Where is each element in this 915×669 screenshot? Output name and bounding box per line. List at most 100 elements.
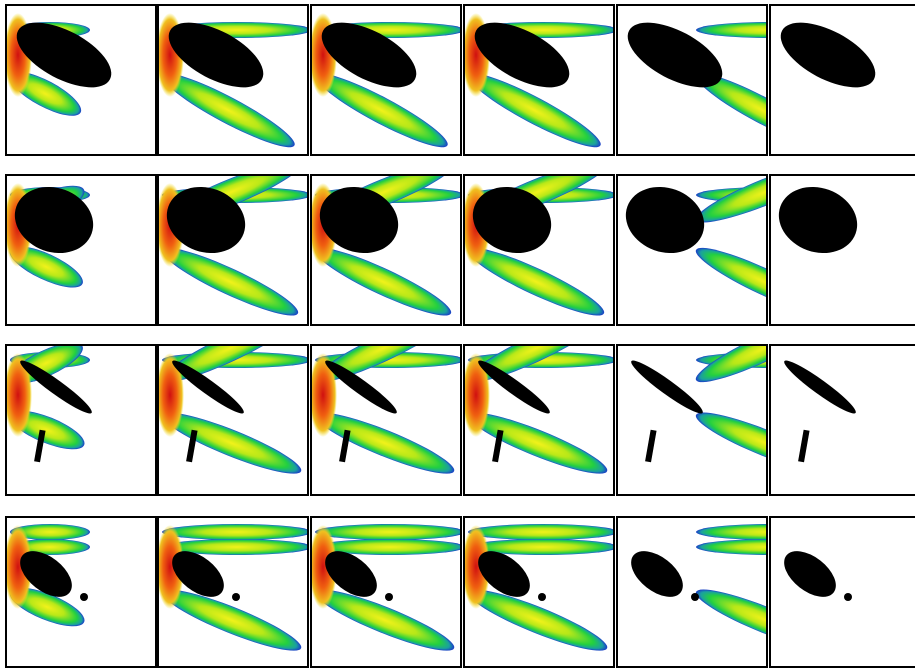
panel xyxy=(616,174,768,326)
panel xyxy=(310,516,462,668)
panel xyxy=(310,174,462,326)
plume xyxy=(314,73,448,148)
obstacle xyxy=(645,429,657,463)
panel xyxy=(157,344,309,496)
plume xyxy=(695,589,767,651)
panel-border xyxy=(463,344,615,496)
plume xyxy=(9,587,85,627)
panel-content xyxy=(158,345,308,474)
panel-content xyxy=(464,524,614,651)
panel-bg xyxy=(770,517,915,667)
obstacle xyxy=(325,360,397,414)
obstacle xyxy=(478,360,550,414)
obstacle xyxy=(172,360,244,414)
panel-content xyxy=(784,551,852,601)
panel-content xyxy=(631,524,767,651)
plume xyxy=(467,345,605,383)
obstacle xyxy=(325,551,377,597)
obstacle xyxy=(166,186,246,254)
panel xyxy=(769,4,915,156)
plume xyxy=(695,412,767,474)
panel xyxy=(5,4,157,156)
plume xyxy=(468,524,614,540)
obstacle xyxy=(20,360,92,414)
obstacle xyxy=(385,593,393,601)
panel-content xyxy=(464,345,614,474)
plume xyxy=(696,524,767,540)
obstacle xyxy=(784,551,836,597)
panel xyxy=(157,516,309,668)
panel-border xyxy=(769,174,915,326)
panel-content xyxy=(778,186,858,254)
obstacle xyxy=(339,429,351,463)
obstacle xyxy=(492,429,504,463)
panel-content xyxy=(627,22,767,148)
panel-content xyxy=(6,183,94,288)
obstacle xyxy=(14,186,94,254)
panel-border xyxy=(310,344,462,496)
panel-content xyxy=(464,13,614,148)
obstacle xyxy=(232,593,240,601)
panel xyxy=(616,344,768,496)
panel-content xyxy=(6,524,90,627)
plume xyxy=(314,412,455,474)
hot-zone xyxy=(6,353,32,437)
obstacle xyxy=(631,551,683,597)
plume xyxy=(162,524,308,540)
panel-border xyxy=(616,4,768,156)
panel-border xyxy=(769,516,915,668)
panel-content xyxy=(464,175,614,316)
plume xyxy=(467,73,601,148)
panel-content xyxy=(311,524,461,651)
panel-border xyxy=(157,174,309,326)
obstacle xyxy=(631,360,703,414)
panel-content xyxy=(158,13,308,148)
panel-content xyxy=(311,13,461,148)
obstacle xyxy=(16,22,112,88)
plume xyxy=(695,175,767,223)
obstacle xyxy=(625,186,705,254)
hot-zone xyxy=(311,525,337,609)
panel xyxy=(5,516,157,668)
obstacle xyxy=(168,22,264,88)
panel-border xyxy=(463,174,615,326)
obstacle xyxy=(538,593,546,601)
plume xyxy=(696,539,767,555)
plume xyxy=(10,524,90,540)
plume xyxy=(467,247,605,316)
panel-border xyxy=(5,516,157,668)
obstacle xyxy=(798,429,810,463)
obstacle xyxy=(478,551,530,597)
obstacle xyxy=(34,429,46,463)
panel xyxy=(157,174,309,326)
plume xyxy=(314,345,452,383)
panel-content xyxy=(311,175,461,316)
obstacle xyxy=(472,186,552,254)
plume xyxy=(695,73,767,148)
panel-border xyxy=(616,344,768,496)
panel-border xyxy=(310,174,462,326)
panel xyxy=(310,4,462,156)
panel-content xyxy=(158,524,308,651)
plume xyxy=(161,247,299,316)
obstacle xyxy=(80,593,88,601)
plume xyxy=(467,412,608,474)
panel xyxy=(463,4,615,156)
hot-zone xyxy=(464,353,490,437)
panel-content xyxy=(631,345,767,474)
hot-zone xyxy=(311,353,337,437)
plume xyxy=(467,589,608,651)
plume xyxy=(161,589,302,651)
panel-content xyxy=(158,175,308,316)
hot-zone xyxy=(158,353,184,437)
panel xyxy=(769,174,915,326)
plume xyxy=(315,524,461,540)
plume xyxy=(695,345,767,383)
panel xyxy=(769,344,915,496)
plume xyxy=(695,247,767,316)
plume xyxy=(314,589,455,651)
plume xyxy=(314,247,452,316)
panel-content xyxy=(784,360,856,463)
panel-border xyxy=(157,516,309,668)
